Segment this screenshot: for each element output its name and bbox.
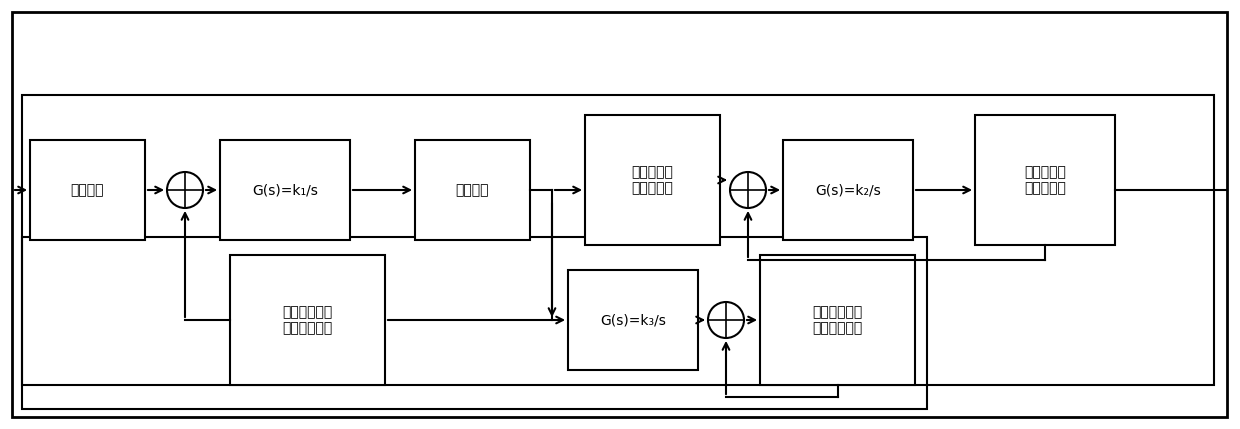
Bar	[229, 255, 384, 385]
Bar	[585, 115, 720, 245]
Text: 压差活门位
移计算模块: 压差活门位 移计算模块	[631, 165, 673, 195]
Bar	[975, 115, 1115, 245]
Text: G(s)=k₂/s: G(s)=k₂/s	[815, 183, 880, 197]
Bar	[782, 140, 913, 240]
Text: 高压关断活门
位移计算模块: 高压关断活门 位移计算模块	[283, 305, 332, 335]
Bar	[22, 95, 1214, 385]
Text: 计量活门: 计量活门	[456, 183, 490, 197]
Text: G(s)=k₁/s: G(s)=k₁/s	[252, 183, 317, 197]
Text: 压差活门压
力计算模块: 压差活门压 力计算模块	[1024, 165, 1066, 195]
Bar	[219, 140, 350, 240]
Bar	[568, 270, 698, 370]
Text: 高压关断活门
压力计算模块: 高压关断活门 压力计算模块	[812, 305, 863, 335]
Bar	[415, 140, 529, 240]
Bar	[760, 255, 915, 385]
Text: 回油活门: 回油活门	[71, 183, 104, 197]
Text: G(s)=k₃/s: G(s)=k₃/s	[600, 313, 666, 327]
Bar	[30, 140, 145, 240]
Bar	[22, 237, 928, 409]
